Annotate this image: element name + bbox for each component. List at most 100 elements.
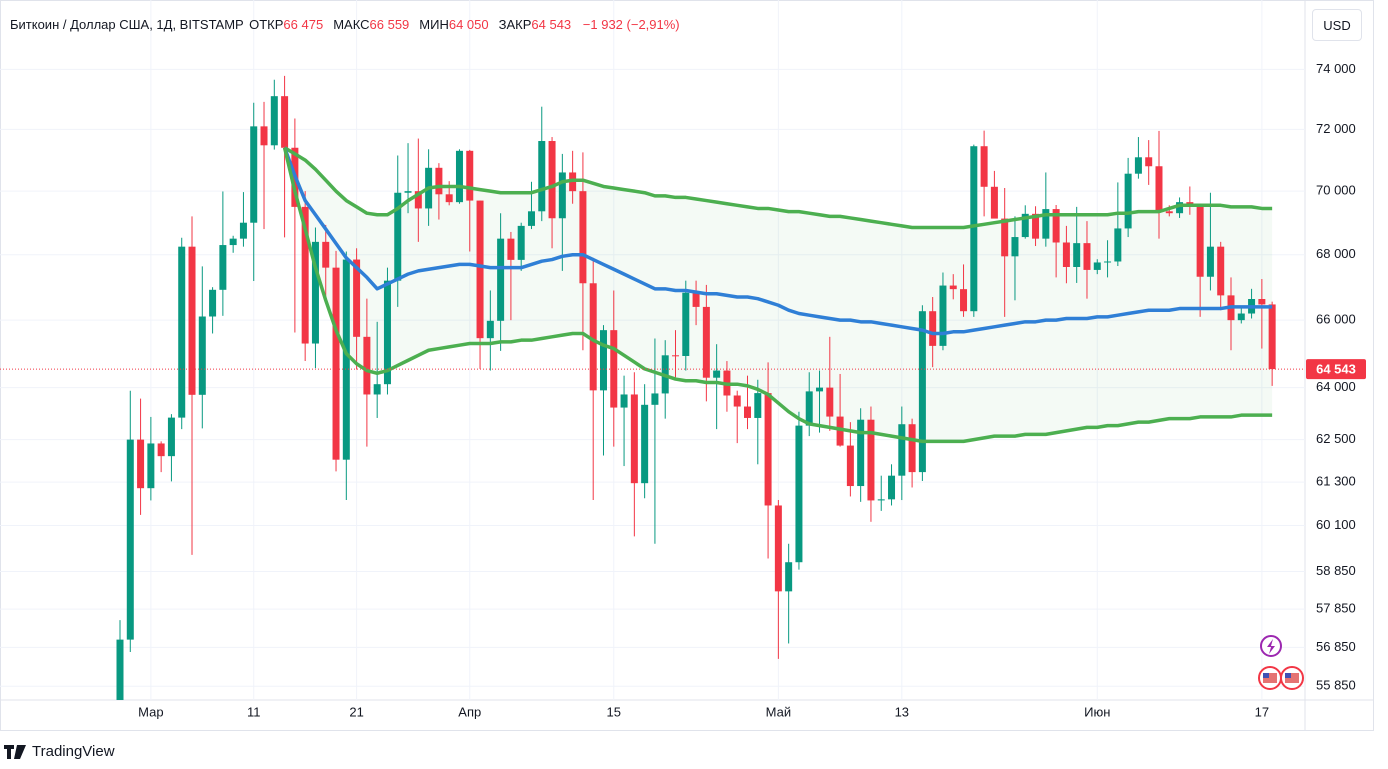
y-tick-label: 58 850 <box>1316 563 1356 578</box>
candle-body <box>1021 213 1029 238</box>
candle-body <box>209 289 217 317</box>
candle-body <box>229 238 237 246</box>
candle-body <box>1258 298 1266 305</box>
candle-body <box>1165 211 1173 214</box>
candle-body <box>630 394 638 484</box>
indicator-line <box>282 147 1273 336</box>
candle-body <box>610 330 618 408</box>
candle-body <box>599 330 607 391</box>
indicator-line <box>282 147 1273 444</box>
candle-body <box>1083 243 1091 270</box>
candle-body <box>1001 218 1009 257</box>
candle-body <box>147 443 155 489</box>
candle-body <box>1042 209 1050 239</box>
candle-body <box>517 225 525 260</box>
candle-body <box>219 245 227 290</box>
candle-body <box>497 238 505 321</box>
candle-body <box>435 167 443 195</box>
candle-body <box>918 311 926 473</box>
candle-body <box>949 285 957 290</box>
x-tick-label: Мар <box>138 704 163 719</box>
candle-body <box>1176 202 1184 214</box>
y-tick-label: 66 000 <box>1316 312 1356 327</box>
candle-body <box>671 355 679 357</box>
candle-body <box>250 126 258 223</box>
brand-name: TradingView <box>32 743 115 760</box>
candle-body <box>311 241 319 344</box>
y-tick-label: 70 000 <box>1316 183 1356 198</box>
candle-body <box>455 150 463 203</box>
indicator-line <box>283 146 1273 230</box>
x-tick-label: 21 <box>349 704 363 719</box>
candle-body <box>651 393 659 405</box>
candle-body <box>342 259 350 460</box>
y-tick-label: 61 300 <box>1316 474 1356 489</box>
candle-body <box>682 292 690 356</box>
candle-body <box>239 222 247 239</box>
candle-body <box>1062 242 1070 267</box>
ohlc-value: 66 559 <box>369 17 410 32</box>
candle-body <box>888 475 896 500</box>
candle-body <box>1104 261 1112 263</box>
ohlc-label: МАКС <box>333 17 370 32</box>
candle-body <box>579 191 587 284</box>
candle-body <box>1206 246 1214 277</box>
candle-body <box>774 505 782 592</box>
candle-body <box>558 172 566 219</box>
candle-body <box>733 395 741 407</box>
candle-body <box>846 445 854 487</box>
candle-body <box>476 200 484 339</box>
candle-body <box>383 280 391 385</box>
ohlc-value: 66 475 <box>283 17 324 32</box>
x-tick-label: 11 <box>247 704 261 719</box>
y-tick-label: 62 500 <box>1316 431 1356 446</box>
candle-body <box>1237 313 1245 321</box>
candle-body <box>137 439 145 489</box>
change: −1 932 (−2,91%) <box>582 17 680 32</box>
candle-body <box>990 186 998 219</box>
candle-body <box>898 424 906 476</box>
candle-body <box>507 238 515 260</box>
candle-body <box>1268 304 1276 370</box>
candle-body <box>178 246 186 418</box>
candle-body <box>1196 205 1204 277</box>
candle-body <box>373 384 381 395</box>
candle-body <box>1073 243 1081 267</box>
candle-body <box>795 425 803 563</box>
candle-body <box>466 150 474 201</box>
candle-body <box>785 562 793 592</box>
candle-body <box>970 146 978 312</box>
brand-logo <box>4 744 26 759</box>
candle-body <box>960 289 968 312</box>
candle-body <box>198 316 206 395</box>
currency-button[interactable]: USD <box>1312 9 1362 41</box>
y-tick-label: 55 850 <box>1316 678 1356 693</box>
x-tick-label: 13 <box>895 704 909 719</box>
candle-body <box>1052 209 1060 243</box>
y-tick-label: 57 850 <box>1316 601 1356 616</box>
candle-body <box>867 419 875 501</box>
candle-body <box>1093 262 1101 270</box>
flag-icon-stripes <box>1263 673 1277 683</box>
candle-body <box>281 96 289 148</box>
y-tick-label: 60 100 <box>1316 517 1356 532</box>
x-tick-label: Июн <box>1084 704 1110 719</box>
candle-body <box>877 499 885 501</box>
candle-body <box>1114 228 1122 262</box>
candle-body <box>126 439 134 640</box>
ohlc-label: ОТКР <box>249 17 284 32</box>
candle-body <box>353 259 361 337</box>
candle-body <box>332 267 340 460</box>
candle-body <box>1032 213 1040 239</box>
plot <box>0 0 1305 700</box>
y-tick-label: 64 000 <box>1316 379 1356 394</box>
candle-body <box>836 416 844 446</box>
candle-body <box>167 417 175 457</box>
candle-body <box>620 394 628 408</box>
candle-body <box>713 370 721 378</box>
candle-body <box>764 393 772 506</box>
candle-body <box>1124 173 1132 229</box>
candle-body <box>486 320 494 339</box>
header: Биткоин / Доллар США, 1Д, BITSTAMP ОТКР6… <box>10 17 688 32</box>
